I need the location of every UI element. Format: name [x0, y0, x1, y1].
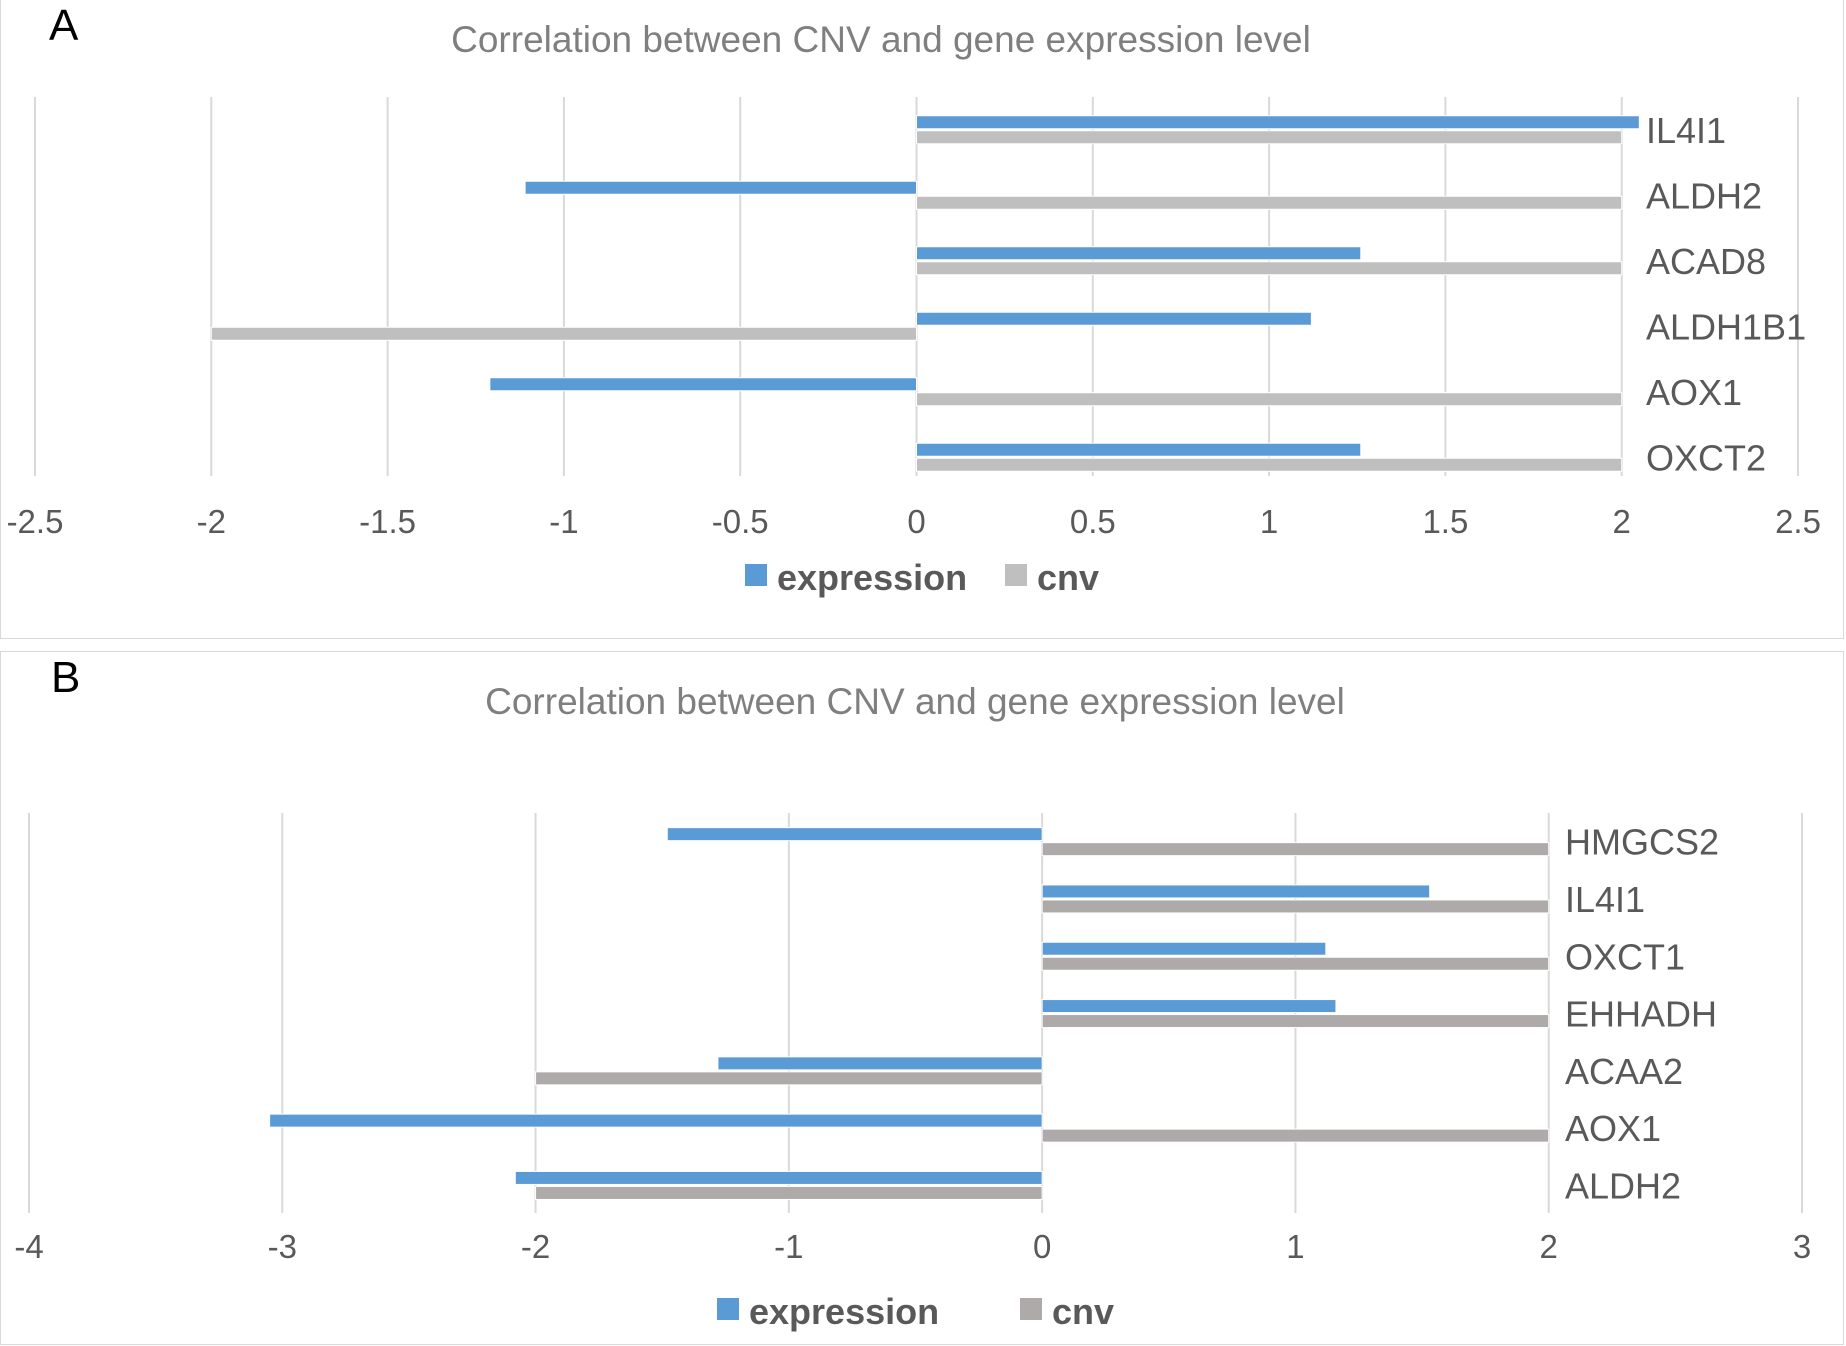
category-label: ALDH2	[1565, 1165, 1681, 1206]
bar-expression	[269, 1113, 1043, 1128]
bar-expression	[1041, 941, 1327, 956]
bar-expression	[489, 377, 917, 392]
x-tick-label: 1	[1286, 1228, 1304, 1265]
bar-cnv	[1041, 899, 1550, 914]
x-tick-label: -0.5	[712, 503, 769, 540]
bar-cnv	[535, 1185, 1043, 1200]
chart-title: Correlation between CNV and gene express…	[451, 19, 1311, 60]
x-tick-label: 1	[1260, 503, 1278, 540]
bar-expression	[514, 1170, 1043, 1185]
category-label: EHHADH	[1565, 994, 1717, 1035]
category-label: ALDH2	[1646, 175, 1762, 216]
bar-cnv	[1041, 842, 1550, 857]
bar-cnv	[1041, 1128, 1550, 1143]
chart-panel-a: A Correlation between CNV and gene expre…	[0, 0, 1844, 639]
category-label: ACAD8	[1646, 241, 1766, 282]
bar-cnv	[1041, 1014, 1550, 1029]
bar-expression	[524, 180, 917, 195]
legend-label-expression: expression	[777, 557, 967, 598]
x-tick-label: -2.5	[7, 503, 64, 540]
x-tick-label: -3	[268, 1228, 297, 1265]
legend-label-expression: expression	[749, 1291, 939, 1332]
x-tick-label: 2	[1540, 1228, 1558, 1265]
x-tick-label: 0.5	[1070, 503, 1116, 540]
category-label: OXCT2	[1646, 437, 1766, 478]
chart-panel-b: B Correlation between CNV and gene expre…	[0, 651, 1844, 1345]
x-tick-label: -2	[521, 1228, 550, 1265]
category-label: ALDH1B1	[1646, 306, 1806, 347]
x-tick-label: -1.5	[359, 503, 416, 540]
bar-expression	[666, 827, 1043, 842]
bar-expression	[916, 246, 1362, 261]
category-label: IL4I1	[1646, 110, 1726, 151]
bar-cnv	[916, 261, 1623, 276]
bar-cnv	[210, 326, 918, 341]
legend-label-cnv: cnv	[1052, 1291, 1114, 1332]
panel-label: A	[49, 1, 79, 50]
bar-expression	[1041, 884, 1431, 899]
panel-label: B	[51, 653, 80, 702]
chart-title: Correlation between CNV and gene express…	[485, 681, 1345, 722]
bar-cnv	[916, 392, 1623, 407]
x-tick-label: 3	[1793, 1228, 1811, 1265]
bar-expression	[916, 311, 1312, 326]
x-tick-label: 2	[1613, 503, 1631, 540]
category-label: OXCT1	[1565, 936, 1685, 977]
legend-swatch-expression	[745, 564, 767, 586]
category-label: AOX1	[1565, 1108, 1661, 1149]
legend-label-cnv: cnv	[1037, 557, 1099, 598]
x-tick-label: 0	[1033, 1228, 1051, 1265]
category-label: AOX1	[1646, 372, 1742, 413]
bar-cnv	[916, 195, 1623, 210]
bar-expression	[717, 1056, 1043, 1071]
category-label: HMGCS2	[1565, 822, 1719, 863]
legend-swatch-cnv	[1020, 1298, 1042, 1320]
x-tick-label: 0	[907, 503, 925, 540]
bar-cnv	[916, 457, 1623, 472]
category-label: ACAA2	[1565, 1051, 1683, 1092]
category-label: IL4I1	[1565, 879, 1645, 920]
bar-cnv	[1041, 956, 1550, 971]
bar-cnv	[916, 130, 1623, 145]
legend-swatch-expression	[717, 1298, 739, 1320]
x-tick-label: -4	[14, 1228, 43, 1265]
x-tick-label: -2	[197, 503, 226, 540]
x-tick-label: -1	[774, 1228, 803, 1265]
bar-expression	[916, 442, 1362, 457]
x-tick-label: -1	[549, 503, 578, 540]
legend-swatch-cnv	[1005, 564, 1027, 586]
bar-expression	[1041, 999, 1337, 1014]
chart-b-svg: B Correlation between CNV and gene expre…	[14, 653, 1811, 1332]
x-tick-label: 2.5	[1775, 503, 1821, 540]
chart-a-svg: A Correlation between CNV and gene expre…	[7, 1, 1821, 598]
bar-expression	[916, 115, 1640, 130]
bar-cnv	[535, 1071, 1043, 1086]
x-tick-label: 1.5	[1422, 503, 1468, 540]
